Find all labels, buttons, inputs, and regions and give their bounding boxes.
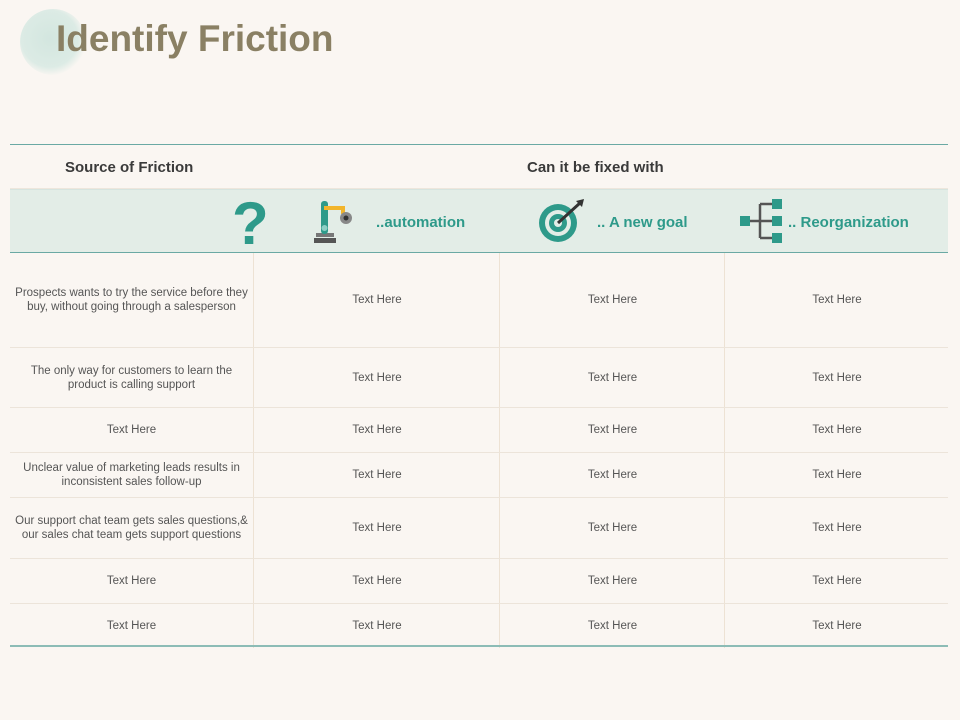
table-row: Unclear value of marketing leads results… bbox=[10, 453, 948, 498]
source-cell: The only way for customers to learn the … bbox=[30, 364, 233, 391]
reorganization-cell: Text Here bbox=[724, 453, 949, 497]
automation-cell: Text Here bbox=[253, 559, 500, 603]
icon-header-row: ? ..automation .. A new goal bbox=[10, 189, 948, 257]
org-chart-icon bbox=[740, 199, 782, 243]
table-row: Text Here Text Here Text Here Text Here bbox=[10, 559, 948, 604]
new-goal-cell: Text Here bbox=[499, 348, 725, 407]
reorganization-cell: Text Here bbox=[724, 559, 949, 603]
source-cell: Text Here bbox=[106, 575, 157, 587]
reorganization-cell: Text Here bbox=[724, 604, 949, 648]
reorganization-cell: Text Here bbox=[724, 348, 949, 407]
source-cell: Unclear value of marketing leads results… bbox=[23, 462, 240, 488]
table-row: Text Here Text Here Text Here Text Here bbox=[10, 408, 948, 453]
source-cell: Our support chat team gets sales questio… bbox=[15, 515, 248, 541]
automation-cell: Text Here bbox=[253, 604, 500, 648]
header-fixed-with: Can it be fixed with bbox=[527, 159, 664, 176]
new-goal-cell: Text Here bbox=[499, 408, 725, 452]
new-goal-cell: Text Here bbox=[499, 498, 725, 558]
table-bottom-rule bbox=[10, 645, 948, 647]
friction-table: Source of Friction Can it be fixed with … bbox=[10, 144, 948, 648]
page-title: Identify Friction bbox=[56, 18, 334, 59]
reorganization-cell: Text Here bbox=[724, 253, 949, 347]
automation-cell: Text Here bbox=[253, 408, 500, 452]
automation-cell: Text Here bbox=[253, 453, 500, 497]
source-cell: Text Here bbox=[106, 620, 157, 632]
source-cell: Prospects wants to try the service befor… bbox=[15, 287, 248, 313]
table-row: Our support chat team gets sales questio… bbox=[10, 498, 948, 559]
title-decoration bbox=[20, 9, 86, 75]
question-mark-icon: ? bbox=[232, 190, 269, 257]
table-header-row: Source of Friction Can it be fixed with bbox=[10, 145, 948, 189]
table-row: Prospects wants to try the service befor… bbox=[10, 253, 948, 348]
reorganization-cell: Text Here bbox=[724, 498, 949, 558]
automation-cell: Text Here bbox=[253, 253, 500, 347]
new-goal-cell: Text Here bbox=[499, 453, 725, 497]
automation-cell: Text Here bbox=[253, 498, 500, 558]
new-goal-cell: Text Here bbox=[499, 604, 725, 648]
reorganization-cell: Text Here bbox=[724, 408, 949, 452]
automation-label: ..automation bbox=[376, 214, 466, 231]
target-goal-icon bbox=[539, 199, 584, 242]
robot-arm-icon bbox=[314, 201, 352, 243]
automation-cell: Text Here bbox=[253, 348, 500, 407]
table-row: Text Here Text Here Text Here Text Here bbox=[10, 604, 948, 648]
new-goal-label: .. A new goal bbox=[597, 214, 688, 231]
reorganization-label: .. Reorganization bbox=[788, 214, 909, 231]
new-goal-cell: Text Here bbox=[499, 559, 725, 603]
source-cell: Text Here bbox=[106, 424, 157, 436]
table-row: The only way for customers to learn the … bbox=[10, 348, 948, 408]
new-goal-cell: Text Here bbox=[499, 253, 725, 347]
header-source: Source of Friction bbox=[65, 159, 194, 176]
table-top-rule bbox=[10, 144, 948, 145]
